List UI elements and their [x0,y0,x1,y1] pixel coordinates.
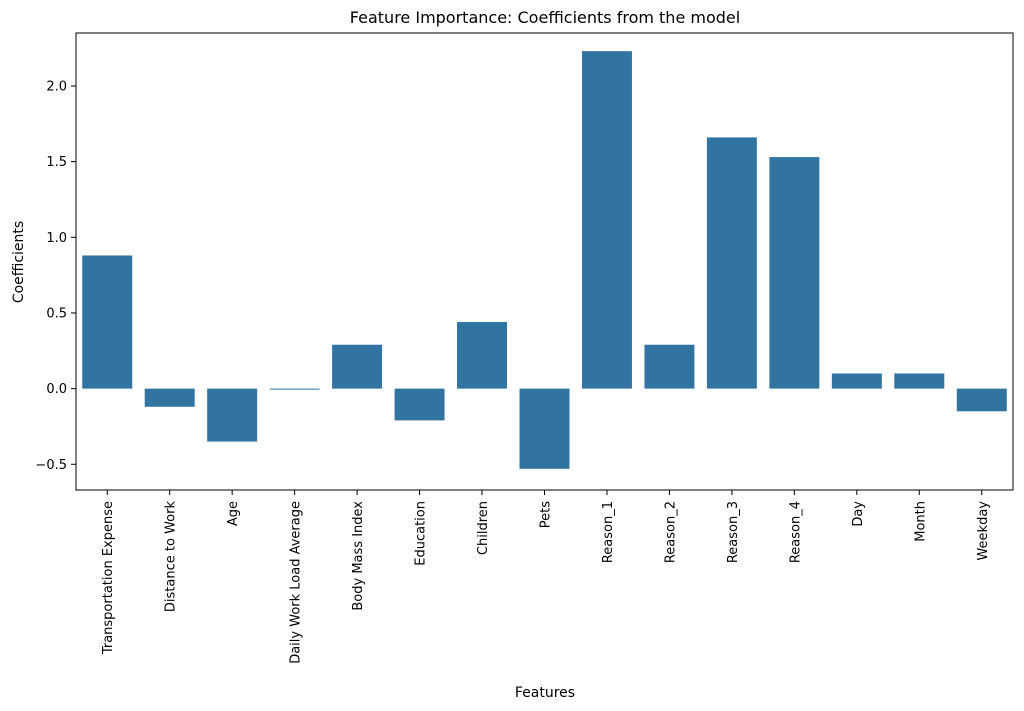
x-tick-label: Reason_1 [601,501,616,563]
y-tick-label: −0.5 [35,458,67,473]
bar-reason-2 [644,344,695,389]
y-tick-label: 2.0 [46,79,67,94]
x-tick-label: Education [414,501,429,566]
x-tick-label: Pets [539,501,554,528]
bar-weekday [956,388,1007,412]
x-axis-ticks: Transportation Expense Distance to Work Ag… [101,490,991,664]
x-tick-label: Children [476,501,491,555]
x-axis-label: Features [515,685,575,701]
bar-daily-work-load-average [269,388,320,390]
x-tick-label: Age [226,501,241,526]
x-tick-label: Daily Work Load Average [289,501,304,664]
bar-children [457,322,508,389]
x-tick-label: Reason_2 [663,501,678,563]
y-tick-label: 1.5 [46,155,67,170]
bar-reason-1 [581,51,632,389]
x-tick-label: Weekday [976,501,991,561]
y-tick-label: 1.0 [46,231,67,246]
y-axis-label: Coefficients [11,221,27,303]
x-tick-label: Distance to Work [164,501,179,613]
bar-month [894,373,945,389]
y-tick-label: 0.5 [46,306,67,321]
chart-title: Feature Importance: Coefficients from th… [350,8,740,27]
y-axis-ticks: −0.5 0.0 0.5 1.0 1.5 2.0 [35,79,76,473]
x-tick-label: Day [851,501,866,527]
bar-pets [519,388,570,469]
x-tick-label: Reason_3 [726,501,741,563]
bar-distance-to-work [144,388,195,407]
x-tick-label: Reason_4 [788,501,803,563]
plot-area [82,51,1007,469]
x-tick-label: Body Mass Index [351,501,366,611]
bar-age [207,388,258,442]
bar-education [394,388,445,421]
bar-reason-3 [706,137,757,389]
bar-reason-4 [769,157,820,389]
y-tick-label: 0.0 [46,382,67,397]
x-tick-label: Transportation Expense [101,501,116,655]
bar-transportation-expense [82,255,133,389]
bar-day [831,373,882,389]
x-tick-label: Month [913,501,928,542]
bar-body-mass-index [332,344,383,389]
